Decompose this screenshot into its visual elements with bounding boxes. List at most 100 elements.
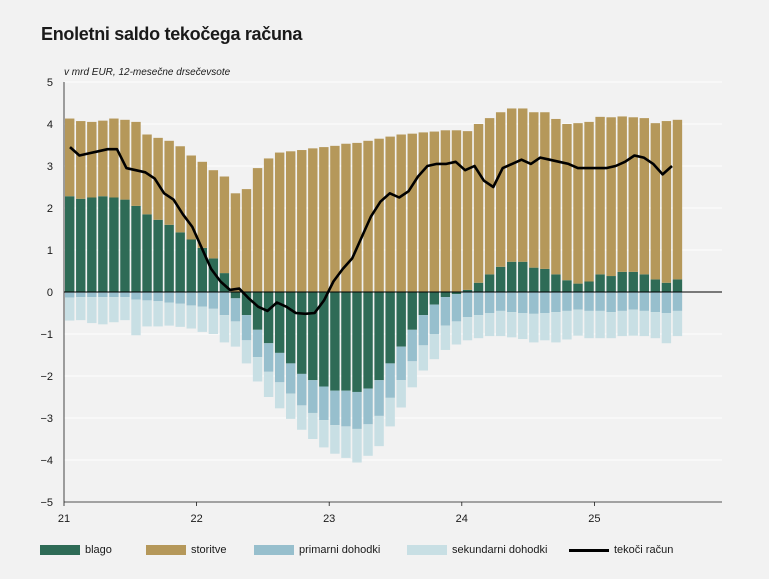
bar-blago: [540, 268, 550, 292]
legend-swatch-tekoci-racun: [569, 548, 609, 552]
bar-blago: [650, 279, 661, 292]
bar-sekundarni-dohodki: [330, 425, 340, 454]
bar-sekundarni-dohodki: [186, 305, 196, 329]
bar-sekundarni-dohodki: [584, 310, 594, 339]
bar-storitve: [330, 145, 340, 292]
bar-blago: [98, 196, 108, 292]
bar-sekundarni-dohodki: [495, 310, 506, 337]
y-tick-label: 4: [47, 119, 53, 131]
bar-blago: [507, 261, 517, 292]
bar-sekundarni-dohodki: [142, 300, 152, 327]
bar-sekundarni-dohodki: [407, 361, 417, 388]
bar-blago: [341, 292, 351, 391]
bar-sekundarni-dohodki: [562, 310, 572, 340]
bar-sekundarni-dohodki: [385, 397, 395, 427]
bar-blago: [186, 239, 196, 292]
bar-sekundarni-dohodki: [286, 393, 296, 419]
bar-sekundarni-dohodki: [507, 312, 517, 338]
bar-sekundarni-dohodki: [241, 340, 252, 364]
bar-sekundarni-dohodki: [319, 420, 329, 448]
bar-storitve: [396, 134, 406, 292]
bars-layer: [65, 108, 683, 463]
bar-sekundarni-dohodki: [98, 297, 108, 325]
bar-sekundarni-dohodki: [208, 308, 219, 334]
bar-primarni-dohodki: [131, 292, 141, 300]
bar-blago: [661, 282, 672, 292]
bar-storitve: [87, 121, 97, 198]
bar-blago: [462, 289, 473, 292]
bar-storitve: [573, 123, 583, 284]
bar-sekundarni-dohodki: [341, 426, 351, 458]
bar-sekundarni-dohodki: [529, 313, 539, 343]
bar-storitve: [274, 152, 285, 292]
bar-sekundarni-dohodki: [551, 312, 561, 343]
bar-storitve: [308, 148, 318, 292]
bar-storitve: [507, 108, 517, 262]
bar-primarni-dohodki: [241, 315, 252, 341]
bar-sekundarni-dohodki: [297, 405, 307, 430]
y-tick-label: −4: [40, 455, 53, 467]
bar-sekundarni-dohodki: [451, 321, 462, 345]
legend-label-blago: blago: [85, 544, 112, 556]
bar-blago: [76, 198, 86, 292]
y-tick-label: 1: [47, 245, 53, 257]
bar-blago: [584, 281, 594, 292]
bar-storitve: [374, 138, 384, 292]
legend-swatch-storitve: [146, 545, 186, 555]
bar-sekundarni-dohodki: [462, 317, 473, 341]
bar-storitve: [518, 108, 528, 262]
bar-sekundarni-dohodki: [639, 310, 649, 337]
y-tick-label: 2: [47, 203, 53, 215]
bar-primarni-dohodki: [363, 388, 373, 425]
bar-sekundarni-dohodki: [606, 312, 616, 339]
bar-primarni-dohodki: [297, 373, 307, 406]
bar-primarni-dohodki: [418, 315, 428, 346]
bar-primarni-dohodki: [650, 292, 661, 313]
legend-item-primarni-dohodki: primarni dohodki: [254, 544, 389, 556]
bar-primarni-dohodki: [440, 297, 451, 326]
bar-blago: [208, 258, 219, 292]
bar-blago: [562, 280, 572, 292]
bar-blago: [65, 196, 75, 292]
bar-primarni-dohodki: [175, 292, 185, 304]
bar-sekundarni-dohodki: [252, 357, 263, 382]
x-tick-label: 22: [190, 513, 202, 525]
bar-blago: [263, 292, 274, 344]
bar-sekundarni-dohodki: [374, 415, 384, 447]
bar-storitve: [672, 119, 683, 280]
bar-primarni-dohodki: [65, 292, 75, 298]
bar-storitve: [473, 124, 484, 283]
bar-blago: [274, 292, 285, 353]
bar-storitve: [319, 147, 329, 292]
bar-primarni-dohodki: [639, 292, 649, 311]
legend-label-sekundarni-dohodki: sekundarni dohodki: [452, 544, 548, 556]
bar-blago: [87, 197, 97, 292]
bar-sekundarni-dohodki: [175, 303, 185, 327]
bar-primarni-dohodki: [252, 329, 263, 358]
bar-sekundarni-dohodki: [263, 371, 274, 397]
bar-storitve: [628, 117, 638, 272]
bar-blago: [606, 276, 616, 292]
legend-item-storitve: storitve: [146, 544, 236, 556]
bar-primarni-dohodki: [330, 390, 340, 426]
bar-storitve: [341, 143, 351, 292]
bar-primarni-dohodki: [407, 329, 417, 362]
bar-blago: [319, 292, 329, 387]
bar-blago: [429, 292, 440, 305]
bar-sekundarni-dohodki: [440, 325, 451, 350]
legend-swatch-primarni-dohodki: [254, 545, 294, 555]
bar-primarni-dohodki: [429, 304, 440, 334]
bar-sekundarni-dohodki: [164, 302, 174, 326]
bar-primarni-dohodki: [562, 292, 572, 311]
bar-blago: [175, 232, 185, 292]
bar-primarni-dohodki: [540, 292, 550, 313]
y-tick-label: −2: [40, 371, 53, 383]
bar-storitve: [650, 123, 661, 280]
bar-sekundarni-dohodki: [65, 297, 75, 321]
bar-sekundarni-dohodki: [87, 297, 97, 324]
bar-sekundarni-dohodki: [418, 345, 428, 371]
bar-primarni-dohodki: [374, 380, 384, 416]
bar-storitve: [352, 142, 362, 292]
bar-blago: [628, 271, 638, 292]
